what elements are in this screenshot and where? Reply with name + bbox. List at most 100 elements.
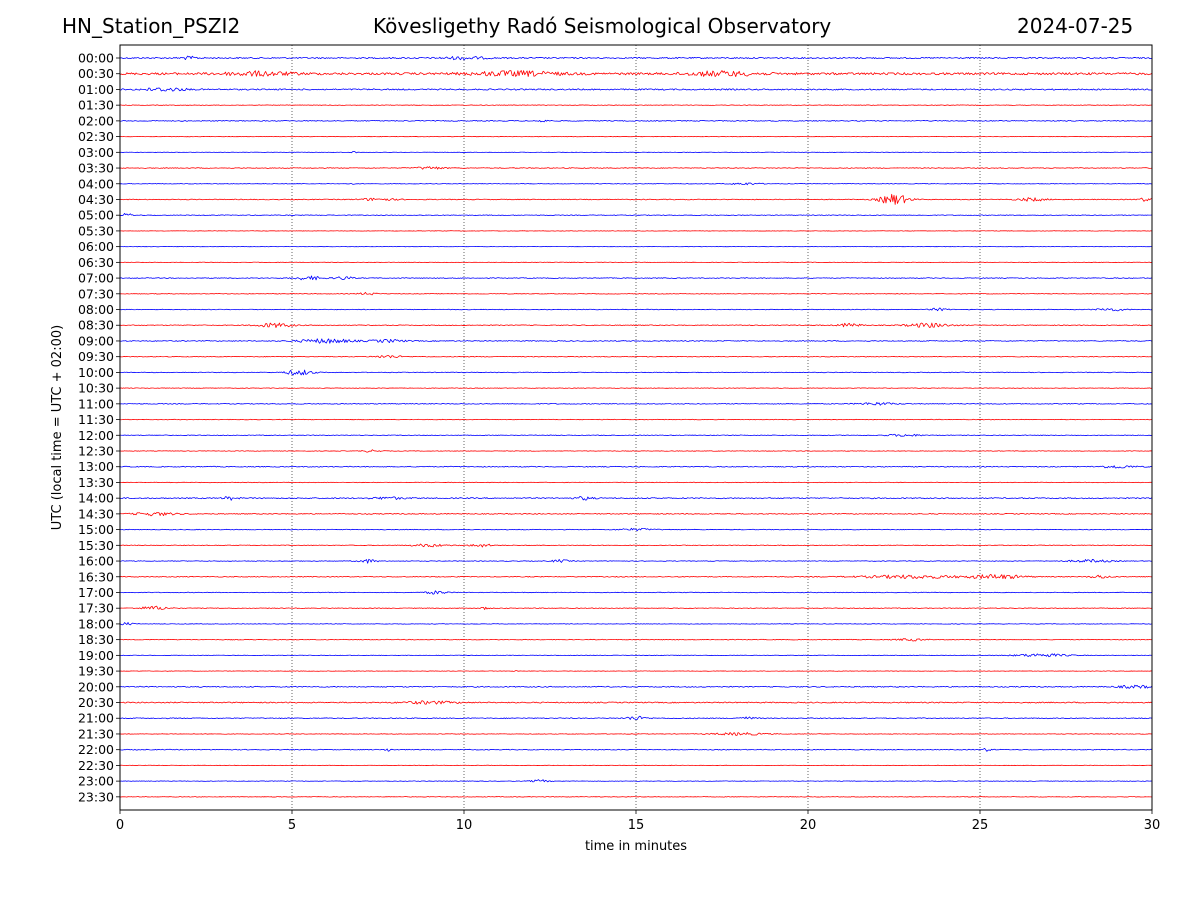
axes: 00:0000:3001:0001:3002:0002:3003:0003:30… bbox=[78, 44, 1161, 833]
trace-row-0300 bbox=[119, 151, 1153, 154]
x-tick-label: 10 bbox=[456, 818, 473, 833]
y-tick-label: 16:30 bbox=[78, 569, 114, 584]
trace-row-1030 bbox=[119, 387, 1153, 389]
trace-row-2100 bbox=[119, 715, 1153, 720]
trace-row-2130 bbox=[119, 732, 1153, 736]
trace-row-1430 bbox=[119, 512, 1153, 517]
y-tick-label: 07:30 bbox=[78, 286, 114, 301]
y-tick-label: 03:30 bbox=[78, 161, 114, 176]
y-tick-label: 06:30 bbox=[78, 255, 114, 270]
trace-row-1500 bbox=[119, 527, 1153, 532]
trace-row-2030 bbox=[119, 700, 1153, 705]
trace-row-1630 bbox=[119, 574, 1153, 580]
x-tick-label: 30 bbox=[1144, 818, 1161, 833]
trace-row-1530 bbox=[119, 543, 1153, 548]
y-tick-label: 21:30 bbox=[78, 726, 114, 741]
y-tick-label: 09:30 bbox=[78, 349, 114, 364]
seismic-traces bbox=[119, 55, 1153, 798]
trace-row-1000 bbox=[119, 369, 1153, 376]
y-tick-label: 20:30 bbox=[78, 695, 114, 710]
trace-row-1300 bbox=[119, 465, 1153, 469]
y-tick-label: 03:00 bbox=[78, 145, 114, 160]
y-tick-label: 22:00 bbox=[78, 742, 114, 757]
y-tick-label: 17:00 bbox=[78, 585, 114, 600]
y-tick-label: 19:00 bbox=[78, 648, 114, 663]
trace-row-0400 bbox=[119, 182, 1153, 186]
y-tick-label: 02:00 bbox=[78, 113, 114, 128]
y-tick-label: 13:00 bbox=[78, 459, 114, 474]
y-tick-label: 19:30 bbox=[78, 664, 114, 679]
trace-row-1330 bbox=[119, 481, 1153, 484]
x-tick-label: 15 bbox=[628, 818, 645, 833]
y-tick-label: 13:30 bbox=[78, 475, 114, 490]
trace-row-0830 bbox=[119, 322, 1153, 328]
trace-row-2000 bbox=[119, 684, 1153, 689]
trace-row-1130 bbox=[119, 418, 1153, 421]
y-tick-label: 02:30 bbox=[78, 129, 114, 144]
y-tick-label: 04:30 bbox=[78, 192, 114, 207]
trace-row-2300 bbox=[119, 779, 1153, 783]
trace-row-2330 bbox=[119, 796, 1153, 798]
trace-row-0430 bbox=[119, 193, 1153, 205]
y-tick-label: 21:00 bbox=[78, 711, 114, 726]
y-axis-label: UTC (local time = UTC + 02:00) bbox=[50, 325, 65, 530]
y-tick-label: 23:00 bbox=[78, 774, 114, 789]
y-tick-label: 18:00 bbox=[78, 616, 114, 631]
y-tick-label: 05:00 bbox=[78, 208, 114, 223]
trace-row-0330 bbox=[119, 166, 1153, 170]
trace-row-1800 bbox=[119, 622, 1153, 626]
station-title: HN_Station_PSZI2 bbox=[62, 14, 241, 38]
y-tick-label: 11:00 bbox=[78, 396, 114, 411]
trace-row-0030 bbox=[119, 70, 1153, 78]
trace-row-1830 bbox=[119, 638, 1153, 642]
trace-row-1930 bbox=[119, 670, 1153, 672]
y-tick-label: 12:30 bbox=[78, 444, 114, 459]
trace-row-1900 bbox=[119, 653, 1153, 658]
trace-row-1100 bbox=[119, 402, 1153, 406]
trace-row-0130 bbox=[119, 104, 1153, 106]
trace-row-0630 bbox=[119, 261, 1153, 264]
trace-row-0000 bbox=[119, 55, 1153, 61]
y-tick-label: 00:30 bbox=[78, 66, 114, 81]
y-tick-label: 07:00 bbox=[78, 271, 114, 286]
y-tick-label: 18:30 bbox=[78, 632, 114, 647]
grid-lines bbox=[291, 45, 981, 810]
y-tick-label: 09:00 bbox=[78, 333, 114, 348]
y-tick-label: 01:00 bbox=[78, 82, 114, 97]
y-tick-label: 00:00 bbox=[78, 51, 114, 66]
x-tick-label: 20 bbox=[800, 818, 817, 833]
y-tick-label: 10:00 bbox=[78, 365, 114, 380]
y-tick-label: 08:30 bbox=[78, 318, 114, 333]
trace-row-1230 bbox=[119, 449, 1153, 453]
y-tick-label: 14:00 bbox=[78, 491, 114, 506]
y-tick-label: 22:30 bbox=[78, 758, 114, 773]
y-tick-label: 16:00 bbox=[78, 554, 114, 569]
y-tick-label: 04:00 bbox=[78, 176, 114, 191]
y-tick-label: 06:00 bbox=[78, 239, 114, 254]
trace-row-0900 bbox=[119, 338, 1153, 344]
x-tick-label: 25 bbox=[972, 818, 989, 833]
y-tick-label: 15:00 bbox=[78, 522, 114, 537]
y-tick-label: 15:30 bbox=[78, 538, 114, 553]
observatory-title: Kövesligethy Radó Seismological Observat… bbox=[373, 14, 832, 38]
x-axis-label: time in minutes bbox=[585, 839, 687, 854]
y-tick-label: 12:00 bbox=[78, 428, 114, 443]
y-tick-label: 20:00 bbox=[78, 679, 114, 694]
trace-row-0500 bbox=[119, 212, 1153, 217]
trace-row-1730 bbox=[119, 605, 1153, 610]
trace-row-1400 bbox=[119, 496, 1153, 501]
trace-row-2200 bbox=[119, 747, 1153, 752]
trace-row-0700 bbox=[119, 275, 1153, 281]
trace-row-0800 bbox=[119, 307, 1153, 312]
trace-row-0730 bbox=[119, 291, 1153, 296]
y-tick-label: 17:30 bbox=[78, 601, 114, 616]
trace-row-0200 bbox=[119, 119, 1153, 123]
trace-row-0930 bbox=[119, 355, 1153, 359]
x-tick-label: 5 bbox=[288, 818, 296, 833]
x-tick-label: 0 bbox=[116, 818, 124, 833]
y-tick-label: 14:30 bbox=[78, 506, 114, 521]
trace-row-1200 bbox=[119, 433, 1153, 437]
trace-row-1600 bbox=[119, 558, 1153, 564]
y-tick-label: 01:30 bbox=[78, 98, 114, 113]
